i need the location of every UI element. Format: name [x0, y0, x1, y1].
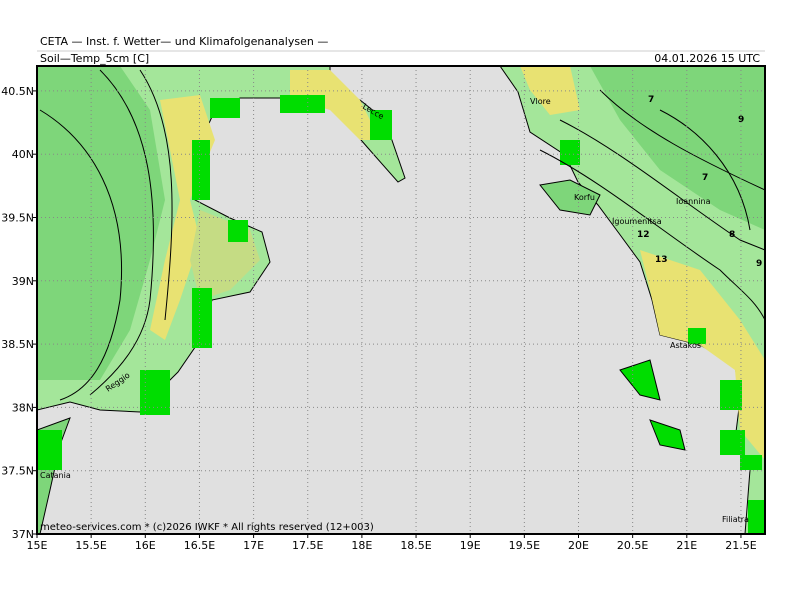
island-korfu	[539, 179, 601, 216]
place-label: Ioannina	[676, 197, 711, 206]
place-label: Korfu	[574, 193, 595, 202]
y-tick-label: 40.5N	[1, 85, 34, 98]
contour-label: 7	[702, 173, 708, 183]
y-tick-label: 37N	[12, 528, 34, 541]
y-tick-label: 40N	[12, 148, 34, 161]
place-label: Astakos	[670, 341, 701, 350]
contour-label: 12	[637, 230, 650, 240]
x-tick-label: 16E	[135, 539, 156, 552]
x-tick-label: 21.5E	[725, 539, 756, 552]
x-tick-label: 15E	[27, 539, 48, 552]
y-tick-label: 39.5N	[1, 212, 34, 225]
y-tick-label: 38.5N	[1, 338, 34, 351]
x-tick-label: 20E	[568, 539, 589, 552]
contour-label: 7	[648, 95, 654, 105]
contours	[39, 69, 765, 401]
axes: 15E 15.5E 16E 16.5E 17E 17.5E 18E 18.5E 19E 19.5E…	[1, 85, 756, 552]
variable-title: Soil—Temp_5cm [C]	[40, 52, 149, 65]
y-tick-label: 38N	[12, 401, 34, 414]
x-tick-label: 18.5E	[400, 539, 431, 552]
island-kefalonia	[619, 359, 661, 401]
x-tick-label: 19.5E	[509, 539, 540, 552]
x-tick-label: 20.5E	[617, 539, 648, 552]
map-area: Vlore Lecce Korfu Igoumenitsa Ioannina A…	[37, 66, 765, 534]
band-yellow-east	[640, 250, 765, 460]
footer-credit: meteo-services.com * (c)2026 IWKF * All …	[40, 522, 374, 533]
x-tick-label: 18E	[351, 539, 372, 552]
x-tick-label: 17.5E	[292, 539, 323, 552]
contour-label: 8	[729, 230, 735, 240]
institute-title: CETA — Inst. f. Wetter— und Klimafolgena…	[40, 35, 328, 48]
y-tick-label: 39N	[12, 275, 34, 288]
map-frame	[36, 65, 766, 535]
x-tick-label: 16.5E	[184, 539, 215, 552]
contour-label: 13	[655, 255, 668, 265]
contour-label: 9	[756, 259, 762, 269]
valid-time: 04.01.2026 15 UTC	[654, 52, 760, 65]
graticule	[37, 66, 765, 534]
place-label: Catania	[40, 471, 71, 480]
island-zakynthos	[649, 419, 686, 451]
contour-label: 9	[738, 115, 744, 125]
x-tick-label: 15.5E	[75, 539, 106, 552]
place-label: Igoumenitsa	[612, 217, 662, 226]
band-green-east	[590, 66, 765, 230]
x-tick-label: 21E	[676, 539, 697, 552]
band-green	[37, 66, 165, 380]
x-tick-label: 17E	[243, 539, 264, 552]
band-yellow-heel	[290, 70, 380, 140]
x-tick-label: 19E	[460, 539, 481, 552]
place-label: Filiatra	[722, 515, 749, 524]
place-label: Vlore	[530, 97, 551, 106]
y-tick-label: 37.5N	[1, 465, 34, 478]
